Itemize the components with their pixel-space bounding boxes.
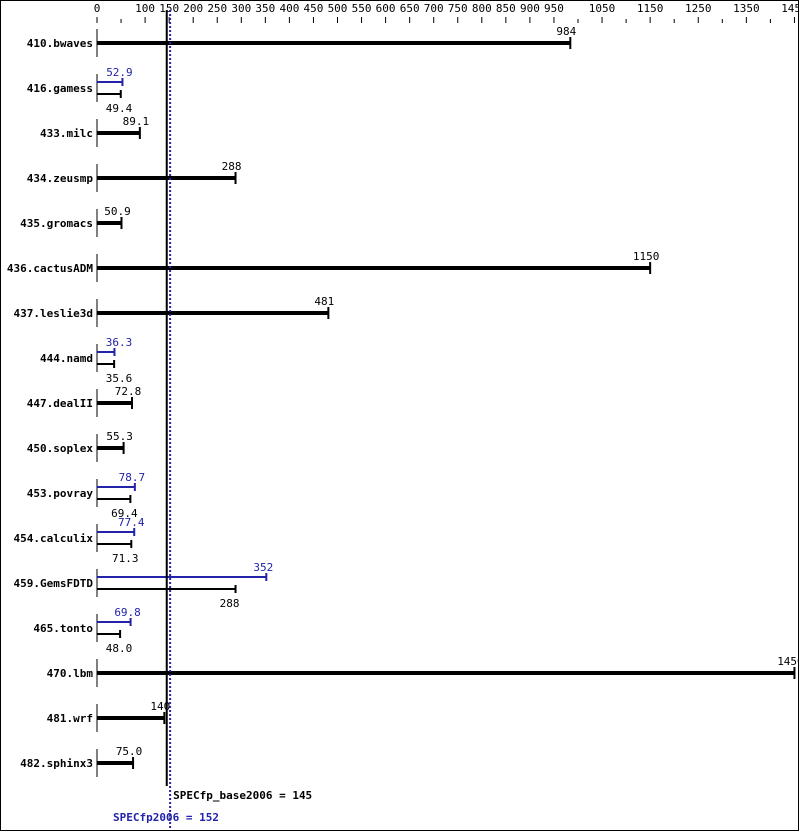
base-value-label: 1450	[777, 655, 799, 668]
benchmark-label: 434.zeusmp	[27, 172, 94, 185]
tick-label: 1050	[589, 2, 616, 15]
benchmark-label: 465.tonto	[33, 622, 93, 635]
base-value-label: 49.4	[106, 102, 133, 115]
base-value-label: 72.8	[115, 385, 142, 398]
tick-label: 150	[159, 2, 179, 15]
tick-label: 1150	[637, 2, 664, 15]
benchmark-label: 444.namd	[40, 352, 93, 365]
tick-label: 1350	[733, 2, 760, 15]
tick-label: 100	[135, 2, 155, 15]
peak-value-label: 36.3	[106, 336, 133, 349]
tick-label: 350	[255, 2, 275, 15]
base-value-label: 71.3	[112, 552, 139, 565]
benchmark-label: 436.cactusADM	[7, 262, 93, 275]
peak-value-label: 69.8	[114, 606, 141, 619]
peak-value-label: 77.4	[118, 516, 145, 529]
tick-label: 250	[207, 2, 227, 15]
benchmark-label: 459.GemsFDTD	[14, 577, 94, 590]
base-value-label: 69.4	[111, 507, 138, 520]
base-value-label: 1150	[633, 250, 660, 263]
tick-label: 550	[352, 2, 372, 15]
base-value-label: 288	[220, 597, 240, 610]
base-reference-label: SPECfp_base2006 = 145	[173, 789, 312, 802]
base-value-label: 55.3	[106, 430, 133, 443]
base-value-label: 140	[150, 700, 170, 713]
benchmark-label: 482.sphinx3	[20, 757, 93, 770]
tick-label: 700	[424, 2, 444, 15]
benchmark-label: 453.povray	[27, 487, 94, 500]
tick-label: 650	[400, 2, 420, 15]
tick-label: 400	[279, 2, 299, 15]
benchmark-label: 433.milc	[40, 127, 93, 140]
tick-label: 300	[231, 2, 251, 15]
benchmark-label: 481.wrf	[47, 712, 93, 725]
tick-label: 500	[328, 2, 348, 15]
benchmark-label: 435.gromacs	[20, 217, 93, 230]
peak-value-label: 78.7	[119, 471, 146, 484]
tick-label: 750	[448, 2, 468, 15]
tick-label: 450	[304, 2, 324, 15]
benchmark-label: 410.bwaves	[27, 37, 93, 50]
benchmark-label: 437.leslie3d	[14, 307, 93, 320]
benchmark-label: 470.lbm	[47, 667, 94, 680]
base-value-label: 75.0	[116, 745, 143, 758]
base-value-label: 48.0	[106, 642, 133, 655]
tick-label: 850	[496, 2, 516, 15]
tick-label: 800	[472, 2, 492, 15]
base-value-label: 984	[556, 25, 576, 38]
peak-reference-label: SPECfp2006 = 152	[113, 811, 219, 824]
benchmark-label: 416.gamess	[27, 82, 93, 95]
base-value-label: 481	[314, 295, 334, 308]
tick-label: 600	[376, 2, 396, 15]
tick-label: 950	[544, 2, 564, 15]
tick-label: 200	[183, 2, 203, 15]
base-value-label: 288	[222, 160, 242, 173]
peak-value-label: 352	[253, 561, 273, 574]
base-value-label: 35.6	[106, 372, 133, 385]
benchmark-label: 447.dealII	[27, 397, 93, 410]
tick-label: 900	[520, 2, 540, 15]
benchmark-label: 454.calculix	[14, 532, 94, 545]
benchmark-label: 450.soplex	[27, 442, 94, 455]
tick-label: 0	[94, 2, 101, 15]
tick-label: 1250	[685, 2, 712, 15]
tick-label: 1450	[781, 2, 799, 15]
base-value-label: 89.1	[123, 115, 150, 128]
peak-value-label: 52.9	[106, 66, 133, 79]
base-value-label: 50.9	[104, 205, 131, 218]
